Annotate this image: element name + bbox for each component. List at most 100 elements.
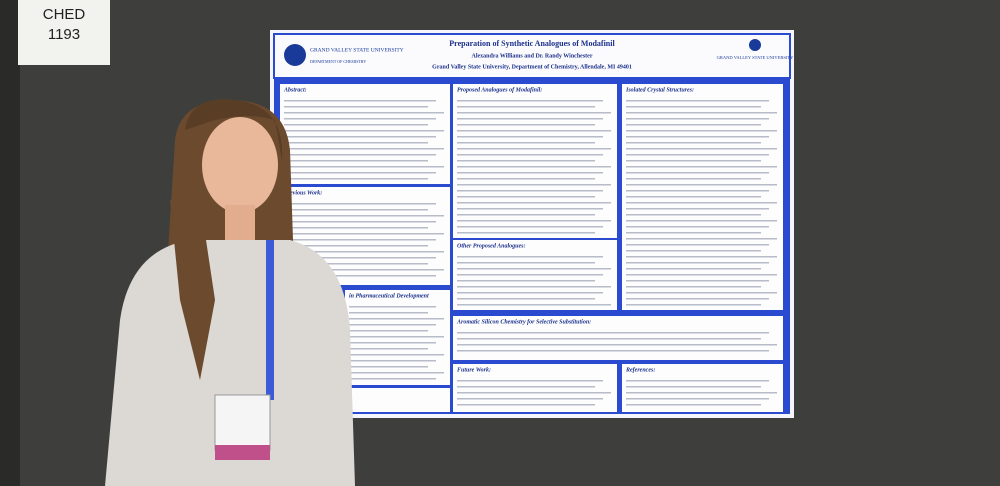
text-line bbox=[457, 292, 603, 294]
logo-text: GRAND VALLEY STATE UNIVERSITY bbox=[310, 47, 404, 53]
logo-text: DEPARTMENT OF CHEMISTRY bbox=[310, 59, 366, 64]
bottom-panel bbox=[345, 388, 450, 412]
text-line bbox=[284, 118, 436, 120]
text-line bbox=[349, 330, 428, 332]
text-line bbox=[626, 190, 769, 192]
text-line bbox=[457, 142, 595, 144]
section-heading: in Pharmaceutical Development bbox=[349, 293, 429, 299]
text-line bbox=[457, 136, 603, 138]
text-line bbox=[457, 226, 603, 228]
poster-authors: Alexandra Williams and Dr. Randy Winches… bbox=[471, 53, 592, 59]
text-line bbox=[457, 166, 611, 168]
text-line bbox=[457, 262, 595, 264]
text-line bbox=[626, 106, 761, 108]
text-line bbox=[284, 221, 436, 223]
text-line bbox=[284, 160, 428, 162]
text-line bbox=[349, 354, 444, 356]
text-line bbox=[457, 350, 769, 352]
text-line bbox=[457, 386, 595, 388]
text-line bbox=[626, 304, 761, 306]
text-line bbox=[349, 348, 428, 350]
text-line bbox=[284, 106, 428, 108]
text-line bbox=[284, 148, 444, 150]
text-line bbox=[457, 380, 603, 382]
text-line bbox=[284, 154, 436, 156]
text-line bbox=[284, 112, 444, 114]
text-line bbox=[284, 275, 436, 277]
text-line bbox=[284, 215, 444, 217]
text-line bbox=[626, 398, 769, 400]
text-line bbox=[349, 342, 436, 344]
text-line bbox=[626, 118, 769, 120]
text-line bbox=[284, 136, 436, 138]
text-line bbox=[626, 136, 769, 138]
text-line bbox=[457, 100, 603, 102]
text-line bbox=[284, 239, 436, 241]
text-line bbox=[626, 238, 777, 240]
text-line bbox=[626, 262, 769, 264]
text-line bbox=[457, 344, 777, 346]
text-line bbox=[626, 202, 777, 204]
section-heading: Future Work: bbox=[457, 367, 491, 373]
text-line bbox=[457, 232, 595, 234]
logo-text: GRAND VALLEY STATE UNIVERSITY bbox=[717, 55, 794, 60]
text-line bbox=[349, 366, 428, 368]
text-line bbox=[626, 256, 777, 258]
text-line bbox=[626, 274, 777, 276]
text-line bbox=[349, 360, 436, 362]
text-line bbox=[457, 208, 603, 210]
text-line bbox=[457, 190, 603, 192]
text-line bbox=[284, 124, 428, 126]
text-line bbox=[626, 404, 761, 406]
text-line bbox=[284, 209, 428, 211]
text-line bbox=[284, 130, 444, 132]
text-line bbox=[626, 232, 761, 234]
text-line bbox=[284, 142, 428, 144]
text-line bbox=[626, 286, 761, 288]
text-line bbox=[626, 268, 761, 270]
text-line bbox=[626, 214, 761, 216]
text-line bbox=[457, 148, 611, 150]
text-line bbox=[626, 208, 769, 210]
text-line bbox=[457, 220, 611, 222]
section-heading: Abstract: bbox=[283, 87, 307, 93]
section-heading: Aromatic Silicon Chemistry for Selective… bbox=[456, 319, 591, 325]
text-line bbox=[284, 269, 444, 271]
text-line bbox=[626, 184, 777, 186]
text-line bbox=[626, 142, 761, 144]
section-heading: Isolated Crystal Structures: bbox=[625, 87, 694, 93]
text-line bbox=[457, 118, 603, 120]
text-line bbox=[284, 203, 436, 205]
sign-text: CHED bbox=[43, 6, 86, 23]
text-line bbox=[626, 178, 761, 180]
text-line bbox=[457, 124, 595, 126]
logo-mark bbox=[284, 44, 306, 66]
text-line bbox=[457, 112, 611, 114]
text-line bbox=[457, 286, 611, 288]
text-line bbox=[284, 245, 428, 247]
text-line bbox=[349, 378, 436, 380]
text-line bbox=[626, 124, 761, 126]
text-line bbox=[626, 100, 769, 102]
text-line bbox=[457, 256, 603, 258]
text-line bbox=[626, 172, 769, 174]
text-line bbox=[457, 332, 769, 334]
text-line bbox=[457, 268, 611, 270]
text-line bbox=[457, 298, 595, 300]
logo-mark bbox=[749, 39, 761, 51]
text-line bbox=[457, 130, 611, 132]
text-line bbox=[626, 154, 769, 156]
text-line bbox=[626, 250, 761, 252]
text-line bbox=[349, 372, 444, 374]
text-line bbox=[457, 404, 595, 406]
poster-panels: Abstract: Previous Work: in Pharmaceutical… bbox=[280, 84, 783, 412]
text-line bbox=[626, 220, 777, 222]
text-line bbox=[626, 244, 769, 246]
section-heading: Proposed Analogues of Modafinil: bbox=[457, 87, 542, 93]
text-line bbox=[284, 263, 428, 265]
text-line bbox=[284, 178, 428, 180]
text-line bbox=[626, 298, 769, 300]
sign-text: 1193 bbox=[48, 26, 80, 43]
text-line bbox=[457, 154, 603, 156]
